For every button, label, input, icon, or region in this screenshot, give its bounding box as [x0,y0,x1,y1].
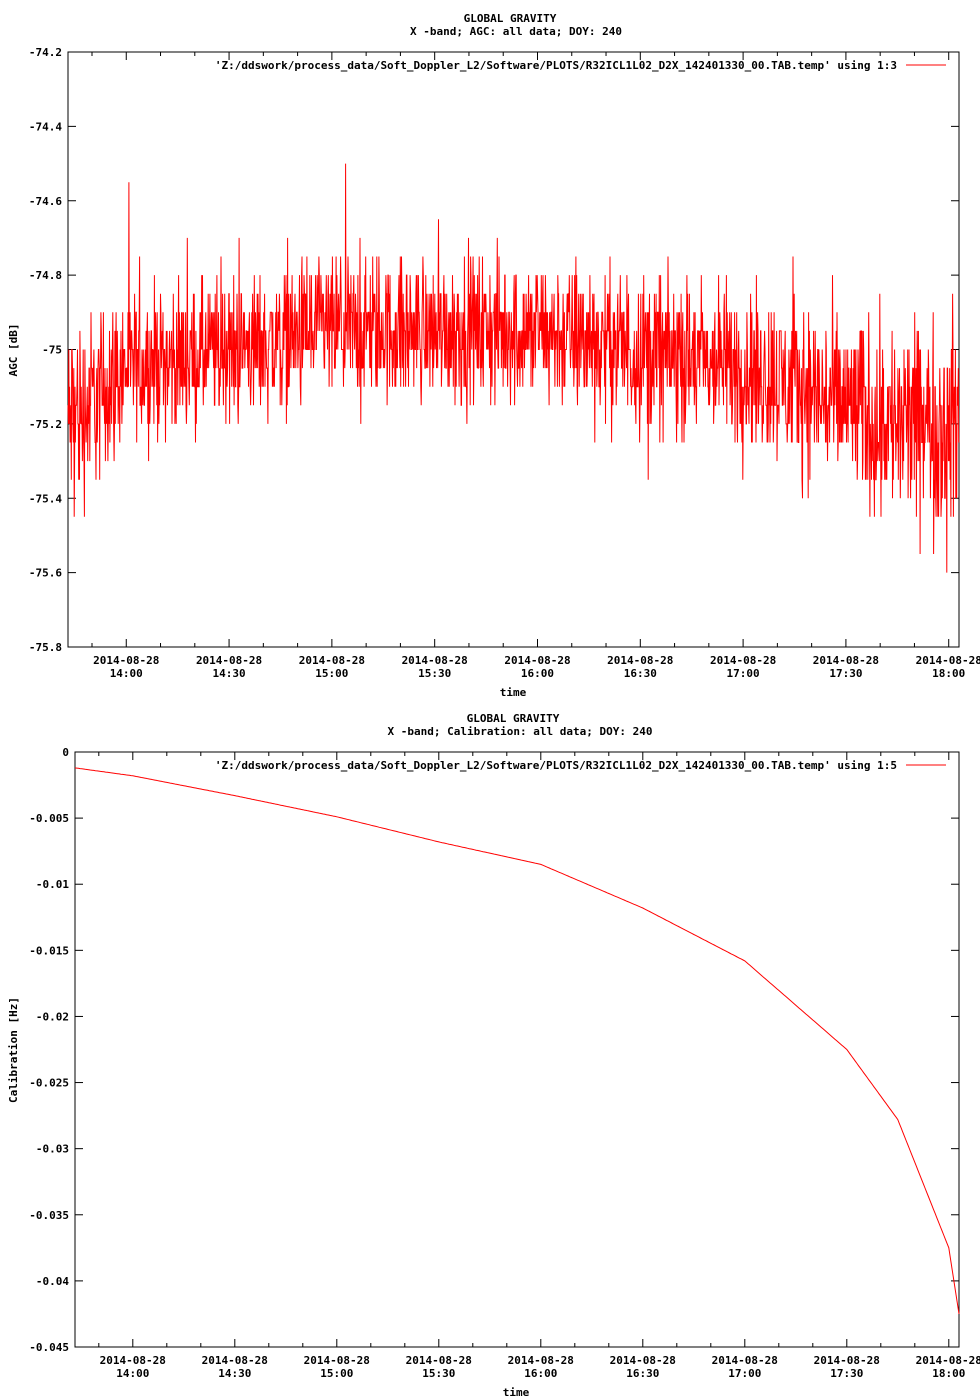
agc-chart: GLOBAL GRAVITY X -band; AGC: all data; D… [7,12,980,699]
calibration-x-tick-date: 2014-08-28 [814,1354,880,1367]
calibration-x-tick-date: 2014-08-28 [202,1354,268,1367]
agc-x-tick-time: 17:00 [727,667,760,680]
agc-y-tick-label: -75.4 [29,492,62,505]
calibration-x-tick-date: 2014-08-28 [508,1354,574,1367]
agc-series-group [67,163,960,573]
calibration-legend-label: 'Z:/ddswork/process_data/Soft_Doppler_L2… [215,759,897,772]
calibration-y-tick-label: -0.045 [29,1341,69,1354]
calibration-x-tick-time: 17:00 [728,1367,761,1380]
agc-y-axis-label: AGC [dB] [7,324,20,377]
calibration-y-tick-label: -0.005 [29,812,69,825]
calibration-x-tick-date: 2014-08-28 [304,1354,370,1367]
calibration-x-tick-date: 2014-08-28 [100,1354,166,1367]
agc-x-tick-time: 18:00 [932,667,965,680]
calibration-plot-frame [74,751,960,1348]
calibration-x-tick-time: 18:00 [932,1367,965,1380]
agc-y-tick-label: -74.8 [29,269,62,282]
agc-x-tick-date: 2014-08-28 [196,654,262,667]
calibration-y-tick-label: -0.02 [36,1010,69,1023]
calibration-x-tick-time: 14:30 [218,1367,251,1380]
agc-x-tick-time: 16:30 [624,667,657,680]
agc-y-tick-label: -75.2 [29,418,62,431]
calibration-y-tick-label: -0.035 [29,1209,69,1222]
agc-y-tick-label: -74.6 [29,195,62,208]
calibration-x-axis-label: time [503,1386,530,1399]
agc-x-tick-date: 2014-08-28 [916,654,980,667]
agc-x-tick-time: 16:00 [521,667,554,680]
calibration-chart-subtitle: X -band; Calibration: all data; DOY: 240 [388,725,653,738]
agc-x-tick-time: 14:00 [110,667,143,680]
agc-x-tick-time: 15:30 [418,667,451,680]
calibration-x-tick-time: 15:00 [320,1367,353,1380]
agc-x-ticks: 2014-08-2814:002014-08-2814:302014-08-28… [91,52,980,680]
agc-x-tick-date: 2014-08-28 [299,654,365,667]
calibration-chart-title: GLOBAL GRAVITY [467,712,560,725]
agc-y-tick-label: -74.4 [29,120,62,133]
agc-y-tick-label: -75.6 [29,567,62,580]
agc-chart-title: GLOBAL GRAVITY [464,12,557,25]
agc-y-ticks: -74.2 -74.4 -74.6 -74.8 -75 -75.2 -75.4 -75.6 -7… [29,46,959,654]
agc-y-tick-label: -74.2 [29,46,62,59]
calibration-y-tick-label: -0.04 [36,1275,69,1288]
agc-x-tick-time: 15:00 [315,667,348,680]
calibration-y-tick-label: -0.01 [36,878,69,891]
agc-x-tick-date: 2014-08-28 [607,654,673,667]
calibration-x-tick-date: 2014-08-28 [712,1354,778,1367]
calibration-y-ticks: 0 -0.005 -0.01 -0.015 -0.02 -0.025 -0.03 -0.035… [29,746,959,1354]
calibration-x-tick-time: 14:00 [116,1367,149,1380]
calibration-x-tick-date: 2014-08-28 [610,1354,676,1367]
calibration-y-tick-label: -0.015 [29,944,69,957]
calibration-x-tick-date: 2014-08-28 [916,1354,980,1367]
calibration-x-tick-time: 17:30 [830,1367,863,1380]
agc-x-axis-label: time [500,686,527,699]
calibration-x-ticks: 2014-08-2814:002014-08-2814:302014-08-28… [98,752,980,1380]
calibration-series-line [74,767,960,1314]
agc-chart-subtitle: X -band; AGC: all data; DOY: 240 [410,25,622,38]
calibration-y-tick-label: 0 [62,746,69,759]
agc-y-tick-label: -75 [42,344,62,357]
calibration-x-tick-time: 16:00 [524,1367,557,1380]
calibration-y-tick-label: -0.025 [29,1077,69,1090]
agc-x-tick-time: 14:30 [213,667,246,680]
agc-x-tick-date: 2014-08-28 [504,654,570,667]
calibration-x-tick-time: 15:30 [422,1367,455,1380]
agc-y-tick-label: -75.8 [29,641,62,654]
calibration-x-tick-time: 16:30 [626,1367,659,1380]
calibration-y-axis-label: Calibration [Hz] [7,997,20,1103]
agc-legend-label: 'Z:/ddswork/process_data/Soft_Doppler_L2… [215,59,897,72]
agc-x-tick-date: 2014-08-28 [813,654,879,667]
calibration-y-tick-label: -0.03 [36,1143,69,1156]
agc-series-line [67,163,960,573]
calibration-series-group [74,767,960,1314]
calibration-chart: GLOBAL GRAVITY X -band; Calibration: all… [7,712,980,1399]
agc-x-tick-date: 2014-08-28 [93,654,159,667]
agc-x-tick-date: 2014-08-28 [402,654,468,667]
calibration-x-tick-date: 2014-08-28 [406,1354,472,1367]
agc-x-tick-date: 2014-08-28 [710,654,776,667]
agc-x-tick-time: 17:30 [829,667,862,680]
